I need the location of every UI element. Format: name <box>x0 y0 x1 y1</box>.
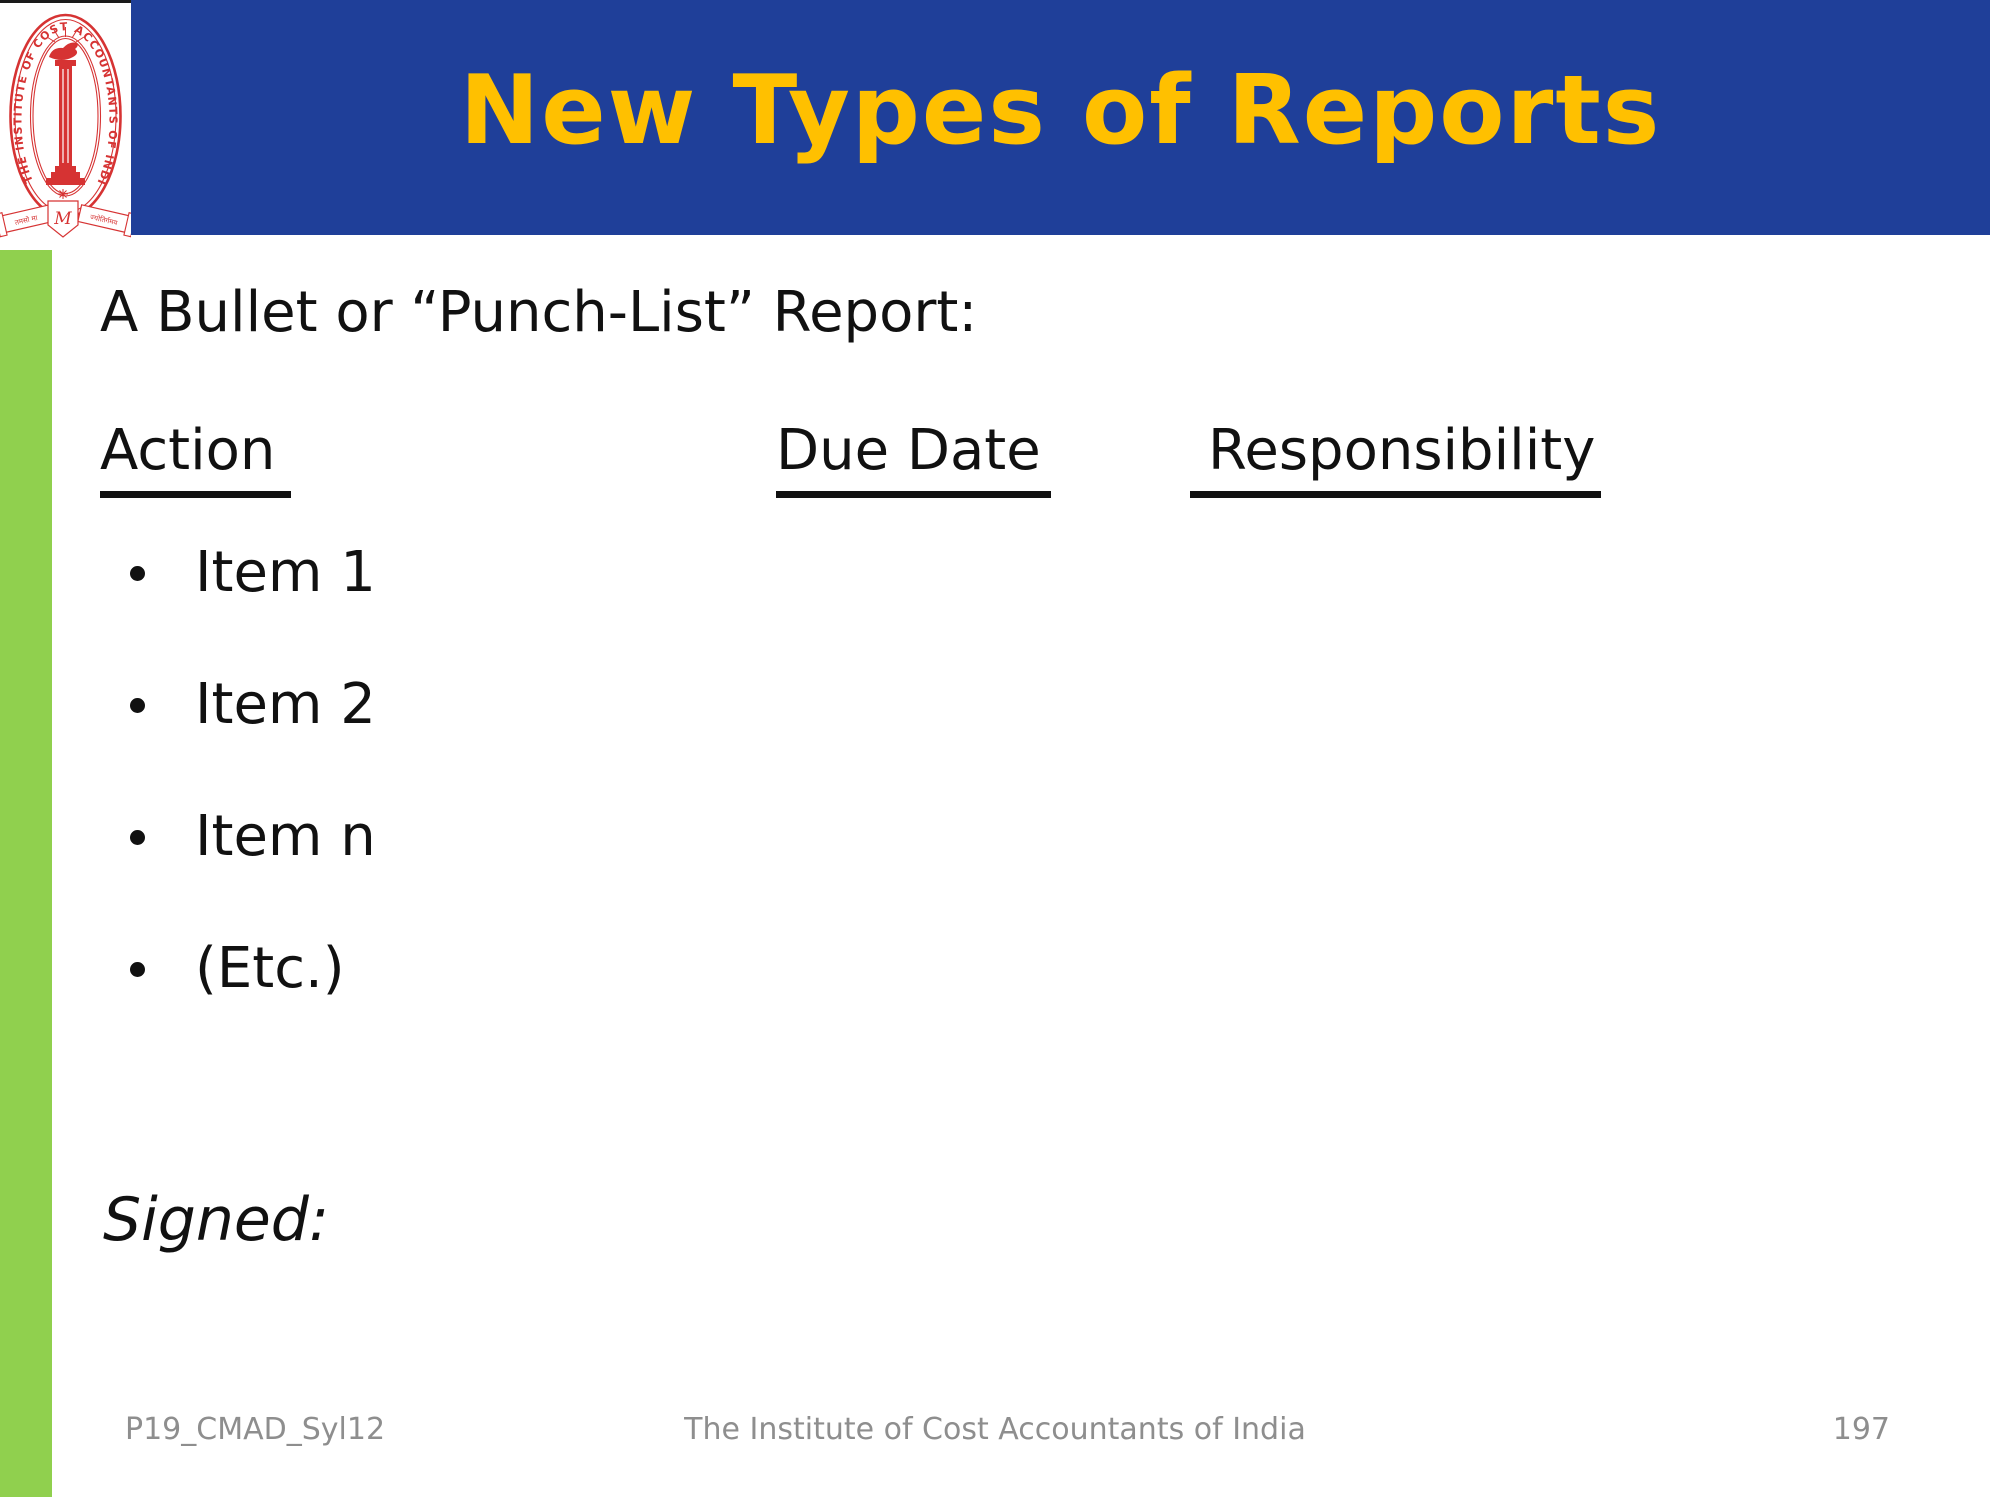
logo-banner-left: तमसो मा <box>0 204 54 238</box>
institute-logo: THE INSTITUTE OF COST ACCOUNTANTS OF IND… <box>0 0 131 250</box>
svg-text:M: M <box>53 209 72 229</box>
logo-star-icon <box>58 189 68 199</box>
bullet-icon <box>130 830 145 845</box>
slide-footer: P19_CMAD_Syl12 The Institute of Cost Acc… <box>0 1412 1990 1452</box>
slide-header <box>0 0 1990 235</box>
column-header-responsibility: Responsibility <box>1190 418 1602 498</box>
list-item: (Etc.) <box>0 936 376 1002</box>
list-item: Item 1 <box>0 540 376 606</box>
logo-pillar-icon <box>46 60 85 185</box>
footer-page-number: 197 <box>1832 1412 1890 1447</box>
page-title: New Types of Reports <box>459 55 1662 166</box>
list-item: Item n <box>0 804 376 870</box>
logo-pillar-flutes <box>62 69 69 163</box>
logo-monogram: M <box>47 200 79 238</box>
list-item-label: Item n <box>195 804 376 869</box>
footer-deck-code: P19_CMAD_Syl12 <box>125 1412 386 1447</box>
list-item-label: Item 1 <box>195 540 376 605</box>
bullet-list: Item 1 Item 2 Item n (Etc.) <box>0 540 376 1068</box>
report-subtitle: A Bullet or “Punch-List” Report: <box>100 280 978 345</box>
bullet-icon <box>130 962 145 977</box>
institute-seal-icon: THE INSTITUTE OF COST ACCOUNTANTS OF IND… <box>0 3 131 238</box>
logo-banner-right: ज्योतिर्गमय <box>77 204 131 238</box>
list-item-label: (Etc.) <box>195 936 345 1001</box>
footer-institute-name: The Institute of Cost Accountants of Ind… <box>684 1412 1306 1447</box>
column-header-action: Action <box>100 418 292 498</box>
left-accent-bar <box>0 250 52 1497</box>
list-item-label: Item 2 <box>195 672 376 737</box>
logo-rays-icon <box>46 27 85 43</box>
logo-lamp-icon <box>49 42 78 60</box>
list-item: Item 2 <box>0 672 376 738</box>
column-headers: Action Due Date Responsibility <box>0 418 1990 508</box>
bullet-icon <box>130 698 145 713</box>
bullet-icon <box>130 566 145 581</box>
column-header-due-date: Due Date <box>776 418 1051 498</box>
signed-label: Signed: <box>103 1185 330 1255</box>
